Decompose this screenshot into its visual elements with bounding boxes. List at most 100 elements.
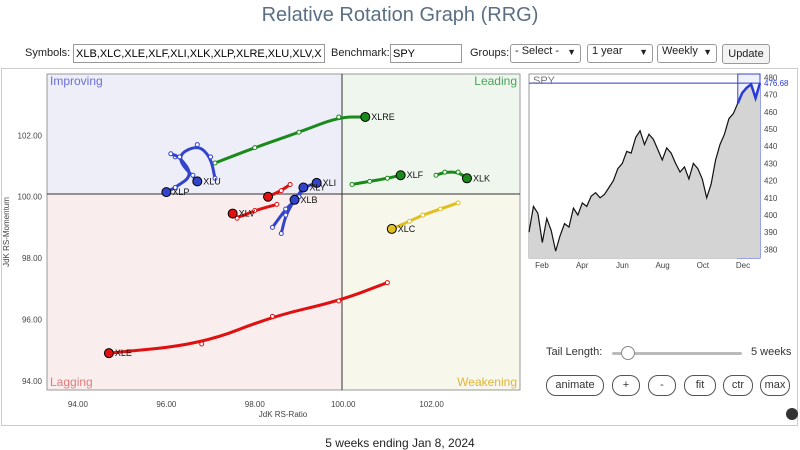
animate-button[interactable]: animate — [546, 375, 604, 396]
tail-point — [252, 145, 258, 151]
tail-point — [384, 175, 390, 181]
benchmark-x-tick: Feb — [535, 261, 549, 270]
x-tick-label: 96.00 — [156, 400, 177, 409]
tail-point — [336, 298, 342, 304]
symbols-label: Symbols: — [25, 47, 71, 59]
quadrant-leading — [342, 74, 520, 194]
head-xlc[interactable] — [386, 223, 397, 234]
x-tick-label: 98.00 — [245, 400, 266, 409]
controls-bar: Symbols: Benchmark: Groups: - Select - ▼… — [0, 44, 800, 66]
series-label: XLRE — [371, 112, 395, 122]
tail-point — [278, 231, 284, 237]
head-xlk[interactable] — [461, 173, 472, 184]
tail-point — [269, 224, 275, 230]
last-value-label: 476.68 — [764, 79, 789, 88]
x-axis-ticks: 94.00 96.00 98.00 100.00 102.00 — [68, 400, 444, 409]
benchmark-x-tick: Jun — [616, 261, 629, 270]
tail-point — [437, 206, 443, 212]
benchmark-y-tick: 410 — [764, 194, 778, 203]
y-tick-label: 96.00 — [22, 315, 43, 324]
x-tick-label: 94.00 — [68, 400, 89, 409]
series-label: XLP — [172, 187, 189, 197]
tail-length-slider-handle[interactable] — [621, 346, 635, 360]
chevron-down-icon: ▼ — [567, 47, 576, 57]
frequency-select[interactable]: Weekly ▼ — [657, 44, 717, 63]
benchmark-input[interactable] — [390, 44, 462, 63]
rrg-plot-border — [46, 73, 521, 391]
period-select[interactable]: 1 year ▼ — [587, 44, 653, 63]
head-xle[interactable] — [103, 348, 114, 359]
tail-xle — [107, 281, 389, 355]
scroll-to-top-button[interactable] — [786, 408, 798, 420]
head-xlb2[interactable] — [263, 191, 274, 202]
tail-point — [168, 151, 174, 157]
footer-caption: 5 weeks ending Jan 8, 2024 — [325, 436, 475, 450]
benchmark-y-tick: 400 — [764, 211, 778, 220]
series-label: XLI — [323, 178, 337, 188]
zoom-in-button[interactable]: + — [612, 375, 640, 396]
benchmark-y-tick: 440 — [764, 142, 778, 151]
period-select-value: 1 year — [592, 45, 623, 57]
series-label: XLV — [239, 209, 255, 219]
head-xlf[interactable] — [395, 170, 406, 181]
benchmark-y-tick: 450 — [764, 125, 778, 134]
x-tick-label: 102.00 — [419, 400, 444, 409]
tail-point — [296, 129, 302, 135]
tail-point — [199, 341, 205, 347]
x-axis-label: JdK RS-Ratio — [259, 410, 308, 419]
head-xlv[interactable] — [227, 208, 238, 219]
head-xli[interactable] — [311, 177, 322, 188]
tail-point — [283, 212, 289, 218]
y-tick-label: 94.00 — [22, 377, 43, 386]
tail-length-track[interactable] — [612, 352, 742, 355]
symbols-input[interactable] — [73, 44, 325, 63]
tail-point — [252, 208, 258, 214]
zoom-out-button[interactable]: - — [648, 375, 676, 396]
head-xlb[interactable] — [289, 194, 300, 205]
benchmark-area — [529, 83, 760, 259]
tail-point — [442, 169, 448, 175]
tail-xlre — [213, 115, 367, 165]
update-button[interactable]: Update — [722, 44, 770, 64]
tail-point — [212, 175, 218, 181]
quadrant-label-improving: Improving — [50, 74, 103, 88]
tail-point — [433, 172, 439, 178]
head-xly[interactable] — [298, 182, 309, 193]
tail-length-label: Tail Length: — [546, 346, 603, 358]
series-label: XLY — [309, 183, 325, 193]
series-label: XLF — [407, 170, 424, 180]
x-tick-label: 100.00 — [331, 400, 356, 409]
groups-label: Groups: — [470, 47, 510, 59]
series-label: XLB — [301, 195, 318, 205]
tail-point — [455, 200, 461, 206]
benchmark-x-tick: Apr — [576, 261, 589, 270]
groups-select[interactable]: - Select - ▼ — [510, 44, 581, 63]
tail-point — [349, 181, 355, 187]
tail-point — [190, 172, 196, 178]
head-xlre[interactable] — [360, 111, 371, 122]
page-title: Relative Rotation Graph (RRG) — [261, 4, 539, 26]
chevron-down-icon: ▼ — [703, 47, 712, 57]
groups-select-value: - Select - — [515, 45, 560, 57]
fit-button[interactable]: fit — [684, 375, 716, 396]
tail-point — [287, 181, 293, 187]
frequency-select-value: Weekly — [662, 45, 698, 57]
tail-point — [406, 218, 412, 224]
benchmark-y-tick: 470 — [764, 91, 778, 100]
center-button[interactable]: ctr — [723, 375, 753, 396]
benchmark-y-tick: 380 — [764, 245, 778, 254]
tail-length-value: 5 weeks — [751, 346, 792, 358]
tail-point — [194, 142, 200, 148]
head-xlp[interactable] — [161, 187, 172, 198]
benchmark-x-tick: Aug — [655, 261, 669, 270]
benchmark-x-tick: Dec — [736, 261, 750, 270]
tail-point — [212, 160, 218, 166]
benchmark-y-tick: 480 — [764, 73, 778, 82]
quadrant-lagging — [47, 194, 342, 390]
head-xlu[interactable] — [192, 176, 203, 187]
max-button[interactable]: max — [760, 375, 790, 396]
series-label: XLC — [398, 224, 416, 234]
tail-point — [455, 169, 461, 175]
